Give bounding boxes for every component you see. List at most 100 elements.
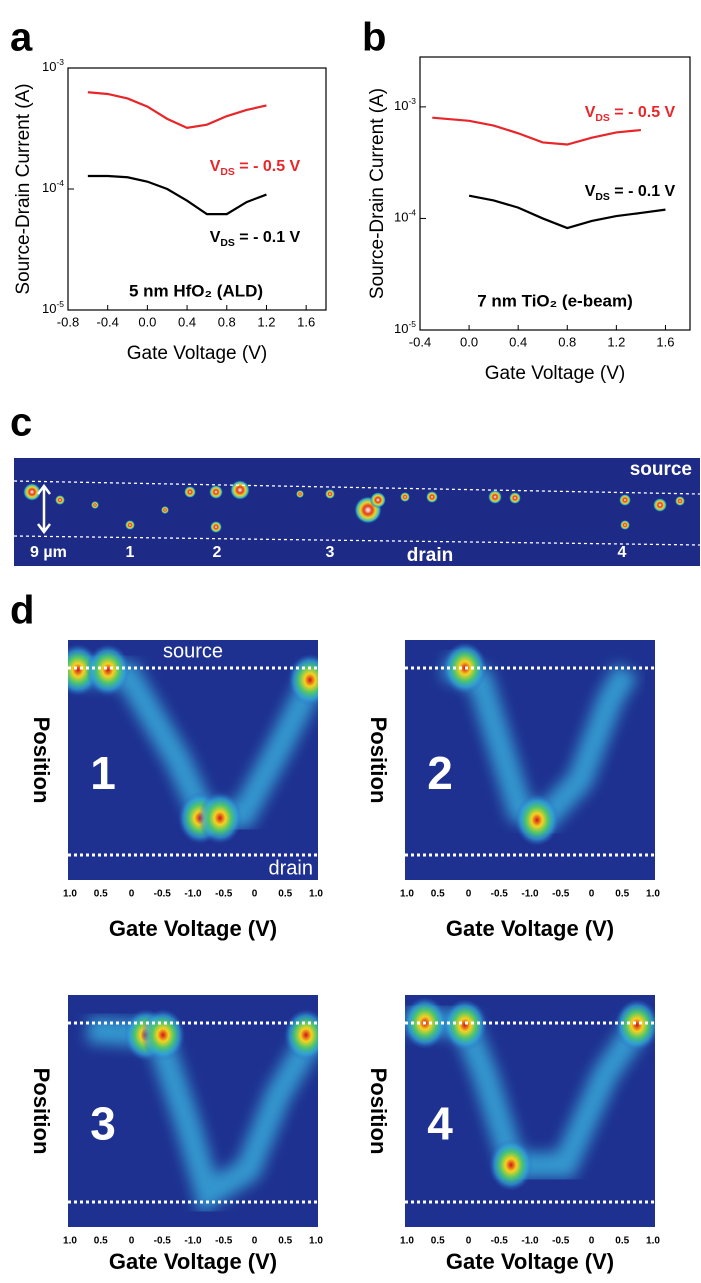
annotation: 5 nm HfO₂ (ALD) xyxy=(129,281,263,300)
bright-spot xyxy=(653,498,667,512)
x-tick-label: 0 xyxy=(129,889,135,900)
bright-spot xyxy=(426,491,438,503)
panel-label: b xyxy=(362,16,386,60)
x-tick-label: -0.5 xyxy=(154,1236,172,1247)
bright-spot xyxy=(230,480,250,500)
bright-spot xyxy=(210,521,222,533)
scale-label: 9 µm xyxy=(30,544,67,561)
x-tick-label: -0.4 xyxy=(96,314,118,329)
x-tick-label: 1.2 xyxy=(607,334,625,349)
x-tick-label: 0 xyxy=(466,889,472,900)
x-tick-label: -1.0 xyxy=(521,1236,539,1247)
series-label: VDS = - 0.5 V xyxy=(585,104,676,124)
heatmap: source drain 1 xyxy=(68,640,318,880)
panel-label: c xyxy=(10,401,32,445)
y-axis-label: Position xyxy=(29,1068,54,1155)
device-marker: 3 xyxy=(326,544,335,561)
x-tick-label: 0.0 xyxy=(138,314,156,329)
x-tick-label: 0 xyxy=(589,1236,595,1247)
x-tick-label: 1.0 xyxy=(309,889,323,900)
device-marker: 1 xyxy=(126,544,135,561)
signal-peak xyxy=(489,1139,533,1191)
y-axis-label: Position xyxy=(366,717,391,804)
x-tick-label: 1.0 xyxy=(63,889,77,900)
x-tick-label: 1.0 xyxy=(646,1236,660,1247)
panel-number: 4 xyxy=(427,1097,453,1149)
x-tick-label: 0.5 xyxy=(278,889,292,900)
x-tick-label: 0.8 xyxy=(558,334,576,349)
x-tick-label: 1.6 xyxy=(297,314,315,329)
source-label: source xyxy=(163,640,223,662)
panel-number: 1 xyxy=(90,747,116,799)
bright-spot xyxy=(620,520,630,530)
y-tick-label: 10-5 xyxy=(394,319,416,336)
bright-spot xyxy=(619,494,631,506)
x-tick-label: -0.4 xyxy=(409,334,431,349)
signal-peak xyxy=(288,654,318,706)
y-tick-label: 10-3 xyxy=(394,96,416,113)
y-axis-label: Position xyxy=(29,717,54,804)
x-tick-label: 0.5 xyxy=(431,1236,445,1247)
x-tick-label: 0.5 xyxy=(615,889,629,900)
panel-label: a xyxy=(10,16,33,60)
x-tick-label: 0.5 xyxy=(278,1236,292,1247)
x-tick-label: 0 xyxy=(129,1236,135,1247)
x-tick-label: -0.5 xyxy=(491,1236,509,1247)
x-axis-label: Gate Voltage (V) xyxy=(127,343,267,364)
bright-spot xyxy=(125,520,135,530)
drain-label: drain xyxy=(269,857,313,879)
x-tick-label: 1.0 xyxy=(400,1236,414,1247)
plot-frame xyxy=(67,67,327,311)
x-axis-label: Gate Voltage (V) xyxy=(109,916,277,941)
series-line xyxy=(87,174,267,216)
signal-peak xyxy=(86,644,130,696)
y-tick-label: 10-5 xyxy=(42,299,64,316)
panel-number: 3 xyxy=(90,1097,116,1149)
x-tick-label: 1.0 xyxy=(646,889,660,900)
x-tick-label: 0 xyxy=(466,1236,472,1247)
y-axis-label: Position xyxy=(366,1068,391,1155)
bright-spot xyxy=(675,496,685,506)
x-axis-label: Gate Voltage (V) xyxy=(109,1249,277,1274)
source-edge xyxy=(13,480,701,495)
bright-spot xyxy=(161,506,169,514)
x-tick-label: -0.5 xyxy=(215,1236,233,1247)
bright-spot xyxy=(296,490,304,498)
x-tick-label: -1.0 xyxy=(521,889,539,900)
x-tick-label: 1.6 xyxy=(656,334,674,349)
x-tick-label: 1.0 xyxy=(309,1236,323,1247)
x-tick-label: 0 xyxy=(252,1236,258,1247)
bright-spot xyxy=(23,483,41,501)
x-tick-label: 0.0 xyxy=(460,334,478,349)
x-tick-label: -0.5 xyxy=(154,889,172,900)
x-tick-label: 0.4 xyxy=(509,334,527,349)
signal-peak xyxy=(515,794,559,846)
bright-spot xyxy=(184,486,196,498)
signal-peak xyxy=(443,999,487,1051)
y-tick-label: 10-4 xyxy=(42,178,64,195)
y-axis-label: Source-Drain Current (A) xyxy=(367,88,388,299)
x-tick-label: 0.5 xyxy=(615,1236,629,1247)
x-tick-label: -1.0 xyxy=(184,1236,202,1247)
scale-arrow xyxy=(37,483,51,535)
annotation: 7 nm TiO₂ (e-beam) xyxy=(477,291,633,310)
x-tick-label: -1.0 xyxy=(184,889,202,900)
drain-edge xyxy=(13,535,701,546)
x-tick-label: 0 xyxy=(252,889,258,900)
device-marker: 2 xyxy=(213,544,222,561)
bright-spot xyxy=(91,501,99,509)
series-label: VDS = - 0.1 V xyxy=(210,229,301,249)
signal-peak xyxy=(284,1009,318,1061)
heatmap: 3 xyxy=(68,995,318,1227)
x-axis-label: Gate Voltage (V) xyxy=(446,1249,614,1274)
device-marker: 4 xyxy=(618,544,627,561)
x-tick-label: 1.2 xyxy=(257,314,275,329)
plot-frame xyxy=(419,56,691,331)
x-tick-label: 0.5 xyxy=(431,889,445,900)
series-label: VDS = - 0.1 V xyxy=(585,183,676,203)
x-tick-label: -0.5 xyxy=(552,889,570,900)
signal-peak xyxy=(615,999,655,1051)
x-tick-label: 0.8 xyxy=(218,314,236,329)
series-label: VDS = - 0.5 V xyxy=(210,158,301,178)
x-tick-label: -0.5 xyxy=(552,1236,570,1247)
